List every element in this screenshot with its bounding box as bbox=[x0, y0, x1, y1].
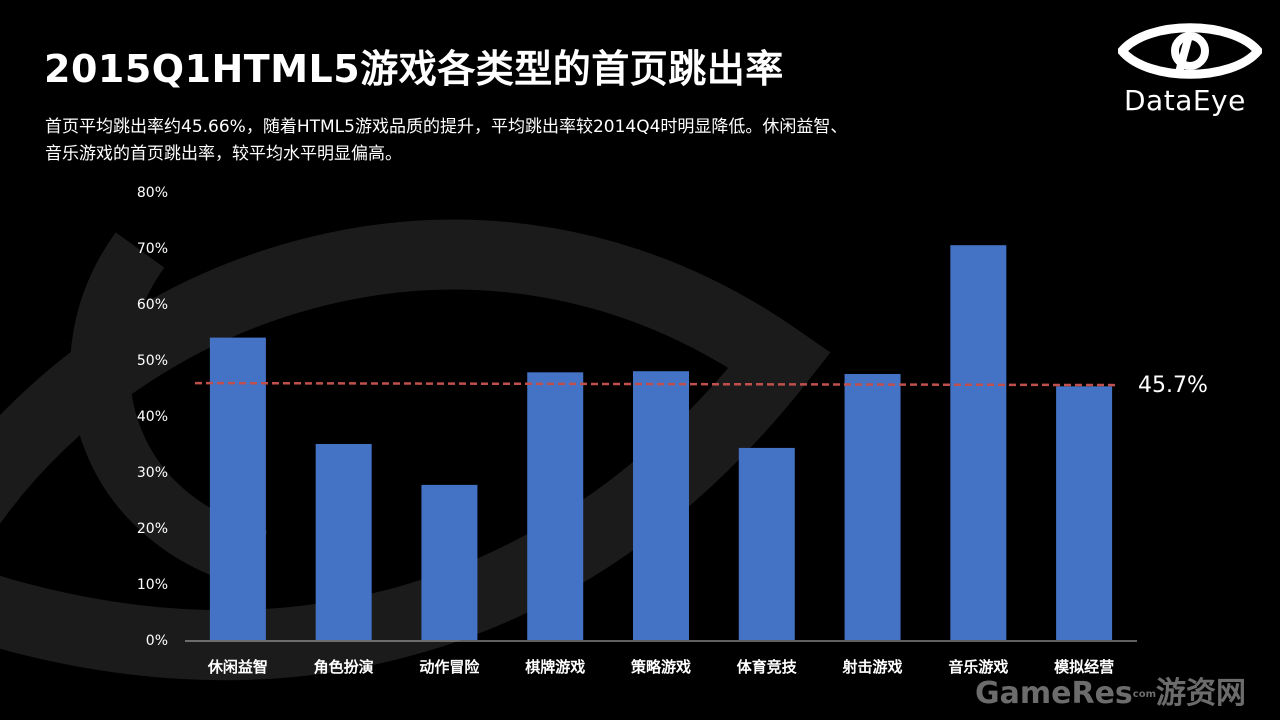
x-tick-label: 音乐游戏 bbox=[948, 658, 1008, 676]
page-title: 2015Q1HTML5游戏各类型的首页跳出率 bbox=[44, 47, 784, 91]
dataeye-logo: DataEye bbox=[1110, 18, 1270, 118]
watermark-brand: GameRes bbox=[975, 676, 1133, 711]
x-tick-label: 动作冒险 bbox=[419, 658, 480, 676]
y-tick-label: 50% bbox=[137, 353, 168, 369]
y-tick-label: 10% bbox=[137, 577, 168, 593]
y-tick-label: 0% bbox=[146, 633, 168, 649]
bar-4 bbox=[527, 372, 584, 640]
bar-8 bbox=[950, 245, 1007, 640]
x-tick-label: 角色扮演 bbox=[314, 658, 374, 676]
bar-3 bbox=[421, 484, 478, 640]
gameres-watermark: GameRescom游资网 bbox=[975, 668, 1246, 712]
x-tick-label: 模拟经营 bbox=[1054, 658, 1114, 676]
subtitle-line-2: 音乐游戏的首页跳出率，较平均水平明显偏高。 bbox=[45, 144, 402, 164]
bar-7 bbox=[844, 374, 901, 640]
x-tick-label: 射击游戏 bbox=[842, 658, 903, 676]
bar-2 bbox=[315, 444, 372, 640]
page-subtitle: 首页平均跳出率约45.66%，随着HTML5游戏品质的提升，平均跳出率较2014… bbox=[45, 114, 1085, 168]
bar-5 bbox=[633, 371, 689, 640]
x-tick-label: 棋牌游戏 bbox=[525, 658, 585, 676]
y-tick-label: 70% bbox=[137, 241, 168, 257]
average-label: 45.7% bbox=[1138, 373, 1208, 398]
watermark-com: com bbox=[1132, 689, 1156, 700]
y-tick-label: 60% bbox=[137, 297, 168, 313]
x-tick-label: 策略游戏 bbox=[630, 658, 691, 676]
y-tick-label: 30% bbox=[137, 465, 168, 481]
logo-text: DataEye bbox=[1124, 84, 1246, 117]
y-tick-label: 20% bbox=[137, 521, 168, 537]
bar-9 bbox=[1056, 386, 1113, 640]
x-tick-label: 体育竞技 bbox=[737, 658, 798, 676]
bar-6 bbox=[738, 447, 795, 640]
bar-1 bbox=[209, 337, 266, 640]
y-tick-label: 40% bbox=[137, 409, 168, 425]
subtitle-line-1: 首页平均跳出率约45.66%，随着HTML5游戏品质的提升，平均跳出率较2014… bbox=[45, 117, 848, 137]
y-tick-label: 80% bbox=[137, 185, 168, 201]
eye-logo-icon bbox=[1118, 23, 1262, 79]
x-tick-label: 休闲益智 bbox=[207, 658, 268, 676]
watermark-cn: 游资网 bbox=[1156, 676, 1246, 711]
